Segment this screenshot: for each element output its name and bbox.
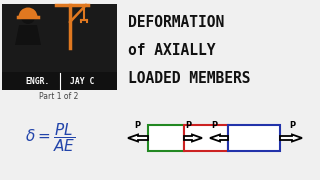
FancyArrow shape: [210, 134, 228, 141]
Text: JAY C: JAY C: [70, 76, 94, 86]
Bar: [228, 125, 280, 151]
Text: P: P: [211, 120, 217, 129]
Text: $\delta = \dfrac{PL}{AE}$: $\delta = \dfrac{PL}{AE}$: [25, 122, 75, 154]
Text: P: P: [185, 120, 191, 129]
Text: P: P: [134, 120, 140, 129]
Bar: [148, 125, 184, 151]
FancyArrow shape: [184, 134, 202, 141]
Wedge shape: [19, 8, 37, 17]
FancyArrow shape: [280, 134, 302, 141]
Text: DEFORMATION: DEFORMATION: [128, 15, 224, 30]
Text: LOADED MEMBERS: LOADED MEMBERS: [128, 71, 251, 86]
Text: Part 1 of 2: Part 1 of 2: [39, 91, 79, 100]
Text: P: P: [289, 120, 295, 129]
Bar: [2, 72, 117, 90]
FancyArrow shape: [128, 134, 148, 141]
Text: ENGR.: ENGR.: [26, 76, 50, 86]
Polygon shape: [15, 25, 41, 45]
Bar: [2, 4, 117, 90]
Bar: [184, 125, 228, 151]
Text: of AXIALLY: of AXIALLY: [128, 42, 215, 57]
Circle shape: [21, 10, 35, 24]
